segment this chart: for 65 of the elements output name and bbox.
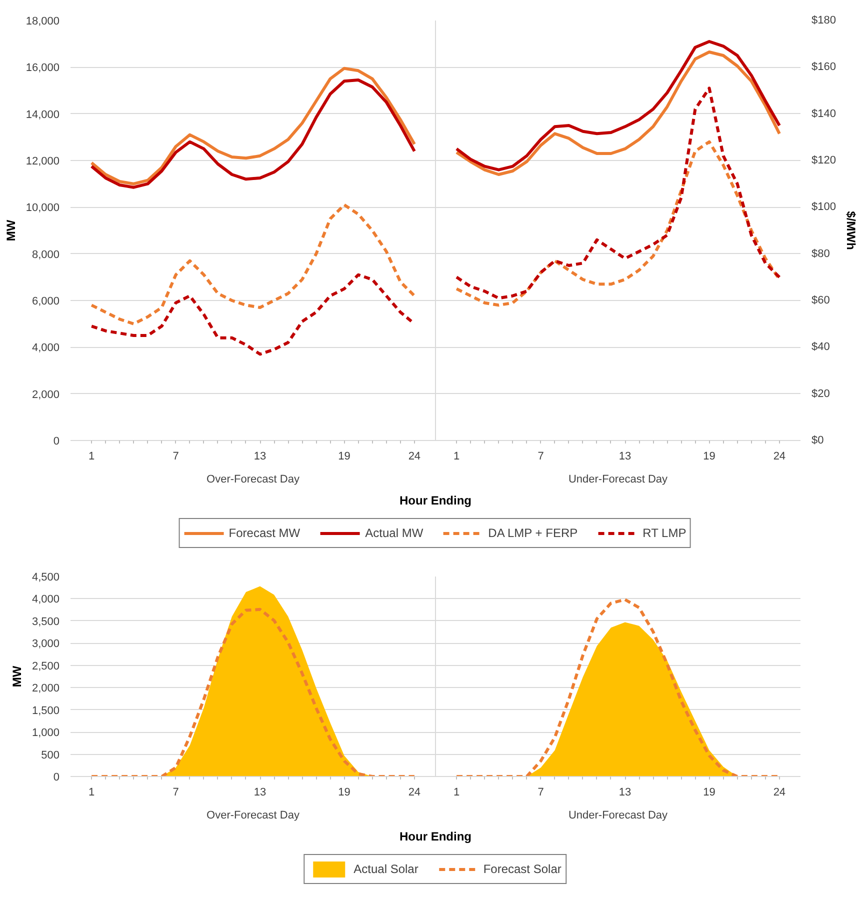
y2-tick-label: $60 (812, 294, 830, 306)
legend-label: Forecast Solar (483, 862, 562, 876)
y-axis-title: MW (10, 665, 24, 688)
y-tick-label: 2,000 (32, 682, 60, 695)
text: Under-Forecast Day (568, 474, 668, 486)
y2-tick-label: $80 (812, 248, 830, 260)
x-tick-label: 1 (454, 786, 460, 798)
y-tick-label: 14,000 (26, 108, 60, 121)
x-axis-title: Hour Ending (400, 494, 472, 508)
y2-tick-label: $100 (812, 201, 836, 214)
x-tick-label: 19 (703, 786, 716, 798)
legend-label: Forecast MW (228, 526, 300, 540)
y-tick-label: 8,000 (32, 248, 60, 261)
text: Over-Forecast Day (206, 474, 300, 486)
x-tick-label: 13 (618, 450, 632, 462)
x-tick-label: 13 (618, 786, 632, 798)
y-tick-label: 12,000 (26, 156, 60, 168)
x-tick-label: 24 (408, 786, 421, 798)
x-tick-label: 7 (538, 786, 544, 798)
y-tick-label: 2,500 (32, 660, 60, 672)
x-tick-label: 7 (172, 450, 179, 462)
x-tick-label: 24 (773, 786, 786, 798)
y2-axis-title: $/MWh (844, 211, 858, 250)
x-tick-label: 24 (408, 450, 421, 462)
y-tick-label: 18,000 (26, 16, 60, 28)
y-tick-label: 3,000 (32, 638, 60, 650)
y2-tick-label: $160 (812, 61, 836, 74)
y-tick-label: 10,000 (26, 202, 60, 214)
x-tick-label: 1 (88, 450, 95, 462)
x-tick-label: 19 (338, 450, 350, 462)
y-tick-label: 4,000 (32, 594, 60, 606)
y2-tick-label: $180 (812, 14, 836, 26)
x-tick-label: 1 (88, 786, 95, 798)
y-tick-label: 1,500 (32, 704, 60, 717)
x-tick-label: 7 (172, 786, 179, 798)
x-tick-label: 13 (254, 450, 266, 462)
x-tick-label: 7 (538, 450, 544, 462)
legend-label: Actual MW (365, 526, 424, 540)
y2-tick-label: $140 (812, 108, 836, 120)
x-tick-label: 1 (454, 450, 460, 462)
y-tick-label: 3,500 (32, 616, 60, 628)
y-tick-label: 500 (41, 749, 60, 762)
x-tick-label: 19 (338, 786, 350, 798)
legend-label: DA LMP + FERP (488, 526, 578, 540)
y2-tick-label: $120 (812, 154, 836, 166)
y2-tick-label: $40 (812, 341, 830, 354)
text: Over-Forecast Day (206, 810, 300, 822)
text: Under-Forecast Day (568, 810, 668, 822)
x-tick-label: 19 (703, 450, 716, 462)
y-tick-label: 4,500 (32, 572, 60, 584)
y-tick-label: 0 (53, 772, 60, 784)
y-tick-label: 0 (53, 436, 60, 448)
legend-label: RT LMP (642, 526, 686, 540)
x-tick-label: 24 (773, 450, 786, 462)
y-tick-label: 1,000 (32, 727, 60, 740)
y-tick-label: 16,000 (26, 62, 60, 74)
y-tick-label: 6,000 (32, 296, 60, 308)
y-tick-label: 4,000 (32, 342, 60, 354)
legend-label: Actual Solar (354, 862, 418, 876)
x-tick-label: 13 (254, 786, 266, 798)
y2-tick-label: $0 (812, 434, 824, 446)
y-axis-title: MW (4, 219, 18, 242)
y-tick-label: 2,000 (32, 388, 60, 401)
x-axis-title: Hour Ending (400, 830, 472, 844)
y2-tick-label: $20 (812, 388, 830, 400)
